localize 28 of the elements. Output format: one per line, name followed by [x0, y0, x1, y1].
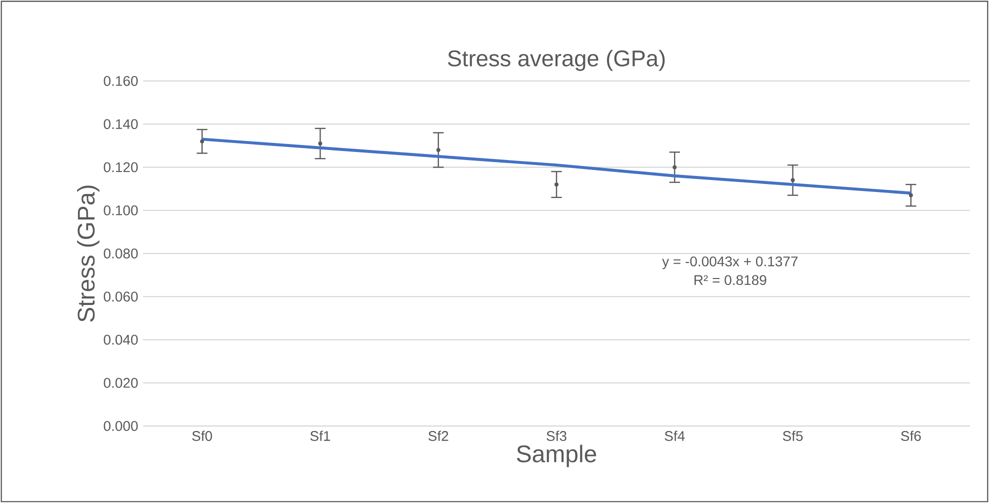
x-tick-label: Sf5 — [782, 430, 803, 441]
x-tick-label: Sf3 — [546, 430, 566, 441]
y-tick-label: 0.080 — [104, 248, 138, 258]
point — [436, 148, 440, 152]
y-tick-label: 0.160 — [104, 76, 138, 86]
y-axis-title: Stress (GPa) — [77, 186, 100, 322]
x-tick-label: Sf0 — [192, 430, 212, 441]
y-tick-label: 0.060 — [104, 292, 138, 302]
point — [672, 165, 677, 170]
x-tick-label: Sf6 — [901, 430, 921, 441]
x-tick-label: Sf1 — [310, 430, 330, 441]
point — [790, 178, 795, 182]
annotation: R² = 0.8189 — [694, 275, 766, 286]
y-tick-label: 0.040 — [104, 334, 138, 345]
point — [200, 139, 204, 144]
x-axis-title: Sample — [516, 444, 596, 468]
point — [554, 182, 558, 186]
x-tick-label: Sf4 — [664, 430, 685, 441]
y-tick-label: 0.120 — [104, 162, 138, 172]
annotation: y = -0.0043x + 0.1377 — [662, 256, 798, 270]
y-tick-label: 0.140 — [104, 119, 138, 130]
y-tick-label: 0.100 — [104, 205, 138, 216]
point — [318, 142, 322, 146]
x-tick-label: Sf2 — [428, 430, 448, 441]
y-tick-label: 0.020 — [104, 378, 138, 388]
y-tick-label: 0.000 — [104, 421, 138, 431]
point — [908, 193, 913, 198]
chart-title: Stress average (GPa) — [448, 50, 665, 71]
